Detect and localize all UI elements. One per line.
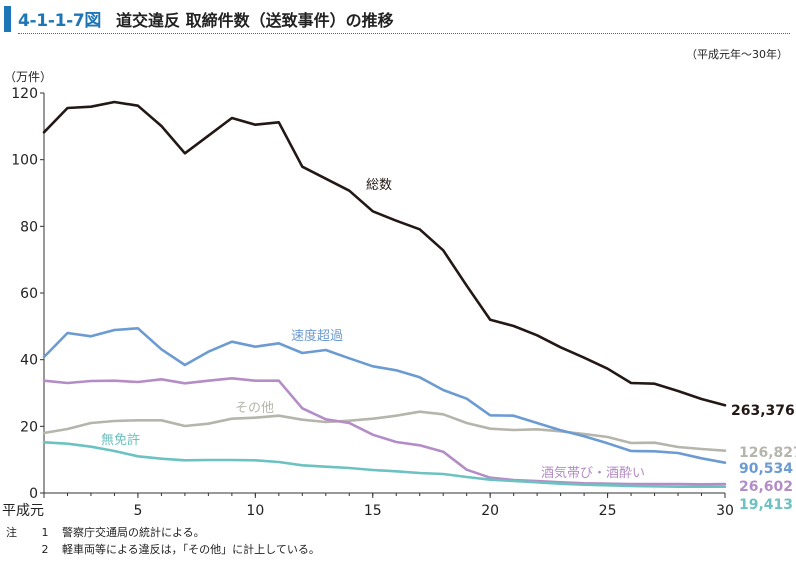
note-number: 1 bbox=[41, 526, 49, 539]
note-text: 警察庁交通局の統計による。 bbox=[62, 526, 205, 539]
y-axis-unit: （万件） bbox=[4, 70, 52, 84]
series-annotation: 総数 bbox=[366, 178, 392, 193]
figure-title: 道交違反 取締件数（送致事件）の推移 bbox=[116, 11, 394, 30]
note-text: 軽車両等による違反は，「その他」に計上している。 bbox=[62, 543, 320, 556]
series-line-4 bbox=[42, 376, 727, 486]
x-tick-label: 平成元 bbox=[2, 503, 44, 519]
series-line-2 bbox=[42, 326, 727, 465]
figure-number: 4-1-1-7図 bbox=[18, 11, 102, 31]
series-annotation: 酒気帯び・酒酔い bbox=[541, 465, 645, 481]
x-tick-label: 10 bbox=[246, 503, 264, 519]
end-value-label: 26,602 bbox=[739, 479, 793, 495]
y-tick-label: 40 bbox=[20, 353, 38, 369]
y-tick-label: 80 bbox=[20, 219, 38, 235]
end-value-label: 19,413 bbox=[739, 497, 793, 513]
y-tick-label: 60 bbox=[20, 286, 38, 302]
series-line-3 bbox=[42, 410, 727, 453]
x-tick-label: 5 bbox=[133, 503, 142, 519]
x-tick-label: 20 bbox=[481, 503, 499, 519]
series-line-1 bbox=[42, 100, 727, 407]
x-tick-label: 30 bbox=[716, 503, 734, 519]
header-divider bbox=[18, 33, 790, 34]
header-accent-bar bbox=[4, 6, 11, 32]
y-tick-label: 100 bbox=[11, 153, 38, 169]
y-tick-label: 120 bbox=[11, 86, 38, 102]
note-row: 注 1 警察庁交通局の統計による。 bbox=[6, 524, 320, 541]
series-annotation: その他 bbox=[235, 401, 274, 416]
x-tick-label: 25 bbox=[599, 503, 617, 519]
end-value-label: 126,827 bbox=[739, 445, 796, 461]
series-annotation: 無免許 bbox=[101, 433, 140, 448]
end-value-label: 263,376 bbox=[731, 403, 795, 419]
x-tick-label: 15 bbox=[364, 503, 382, 519]
series-annotation: 速度超過 bbox=[291, 328, 343, 344]
note-number: 2 bbox=[41, 543, 49, 556]
note-row: 2 軽車両等による違反は，「その他」に計上している。 bbox=[6, 541, 320, 558]
end-value-label: 90,534 bbox=[739, 461, 793, 477]
series-line-5 bbox=[42, 440, 727, 489]
figure-header: 4-1-1-7図 道交違反 取締件数（送致事件）の推移 bbox=[0, 0, 796, 34]
y-tick-label: 20 bbox=[20, 419, 38, 435]
notes: 注 1 警察庁交通局の統計による。 2 軽車両等による違反は，「その他」に計上している… bbox=[6, 524, 320, 558]
y-tick-label: 0 bbox=[29, 486, 38, 502]
note-label: 注 bbox=[6, 526, 17, 539]
period-label: （平成元年～30年） bbox=[686, 48, 788, 61]
